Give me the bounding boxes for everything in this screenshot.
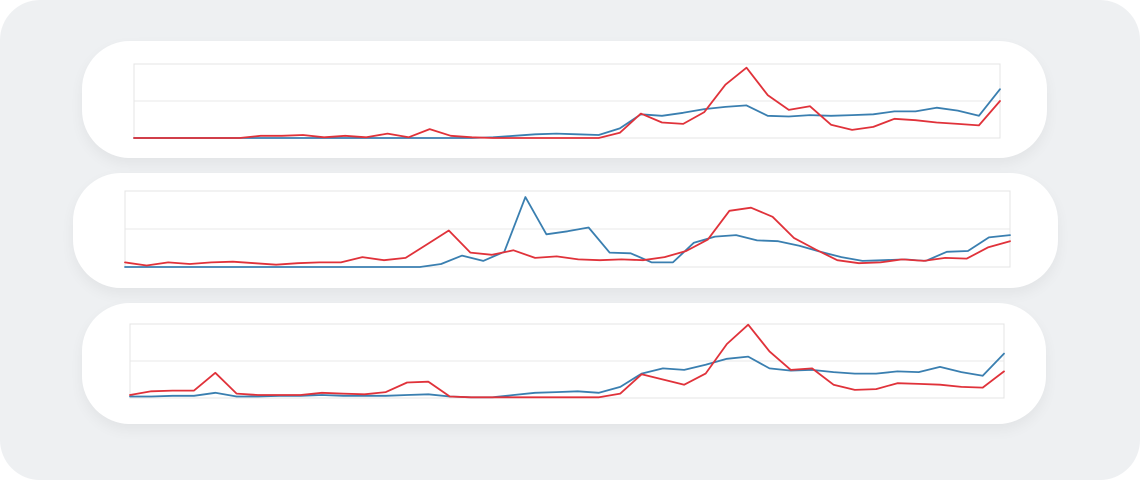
chart-card-3 [82,303,1046,424]
line-chart-2 [124,190,1011,268]
series-line-3-blue [129,352,1005,399]
chart-card-2 [73,173,1058,288]
line-chart-3 [129,323,1005,399]
series-line-1-red [133,66,1001,139]
series-line-2-red [124,206,1011,267]
chart-card-1 [82,41,1047,158]
line-chart-1 [133,63,1001,139]
series-line-3-red [129,323,1005,399]
series-line-2-blue [124,196,1011,268]
series-line-1-blue [133,88,1001,139]
